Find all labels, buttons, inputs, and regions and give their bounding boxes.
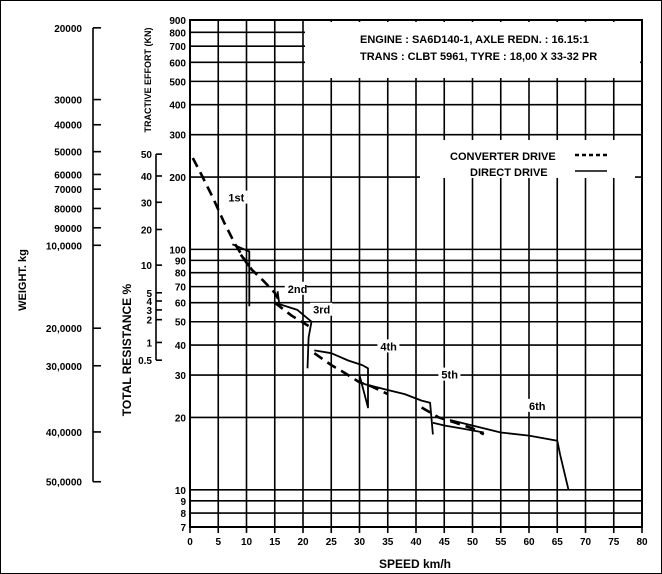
resistance-tick-label: 40	[141, 172, 153, 183]
weight-tick-label: 40000	[54, 121, 82, 132]
weight-tick-label: 20,0000	[46, 324, 83, 335]
resistance-tick-label: 0.5	[138, 356, 152, 367]
x-tick-label: 25	[326, 537, 338, 548]
gear-label-3rd: 3rd	[313, 305, 330, 317]
resistance-tick-label: 30	[141, 198, 153, 209]
tractive-tick-label: 500	[169, 77, 186, 88]
gear-label-4th: 4th	[380, 341, 397, 353]
info-box	[305, 22, 640, 78]
x-tick-label: 5	[215, 537, 221, 548]
x-tick-label: 40	[410, 537, 422, 548]
tractive-tick-label: 40	[175, 341, 187, 352]
tractive-tick-label: 600	[169, 58, 186, 69]
tractive-axis-title: TRACTIVE EFFORT (KN)	[143, 28, 153, 133]
weight-tick-label: 90000	[54, 224, 82, 235]
legend-direct-label: DIRECT DRIVE	[470, 167, 548, 179]
weight-tick-label: 10,0000	[46, 241, 83, 252]
x-tick-label: 70	[580, 537, 592, 548]
x-tick-label: 45	[439, 537, 451, 548]
tractive-tick-label: 7	[180, 523, 186, 534]
tractive-tick-label: 900	[169, 16, 186, 27]
resistance-tick-label: 2	[146, 316, 152, 327]
gear-label-6th: 6th	[529, 401, 546, 413]
gear-label-2nd: 2nd	[288, 284, 308, 296]
x-tick-label: 60	[523, 537, 535, 548]
weight-tick-label: 60000	[54, 170, 82, 181]
tractive-tick-label: 50	[175, 318, 187, 329]
tractive-tick-label: 10	[175, 486, 187, 497]
weight-tick-label: 80000	[54, 204, 82, 215]
weight-axis-title: WEIGHT. kg	[17, 249, 29, 311]
tractive-tick-label: 20	[175, 413, 187, 424]
tractive-tick-label: 70	[175, 283, 187, 294]
tractive-tick-label: 90	[175, 256, 187, 267]
weight-tick-label: 30000	[54, 96, 82, 107]
gear-label-5th: 5th	[441, 370, 458, 382]
tractive-tick-label: 400	[169, 101, 186, 112]
tractive-tick-label: 800	[169, 28, 186, 39]
resistance-tick-label: 20	[141, 225, 153, 236]
x-axis-title: SPEED km/h	[379, 557, 451, 571]
x-tick-label: 75	[608, 537, 620, 548]
info-line-trans: TRANS : CLBT 5961, TYRE : 18,00 X 33-32 …	[360, 51, 597, 63]
info-line-engine: ENGINE : SA6D140-1, AXLE REDN. : 16.15:1	[360, 34, 589, 46]
weight-tick-label: 40,0000	[46, 428, 83, 439]
tractive-tick-label: 9	[180, 497, 186, 508]
weight-tick-label: 50,0000	[46, 478, 83, 489]
x-tick-label: 15	[269, 537, 281, 548]
weight-tick-label: 50000	[54, 148, 82, 159]
gear-label-1st: 1st	[228, 193, 244, 205]
resistance-tick-label: 1	[146, 338, 152, 349]
weight-tick-label: 30,0000	[46, 362, 83, 373]
tractive-tick-label: 30	[175, 371, 187, 382]
tractive-tick-label: 80	[175, 269, 187, 280]
x-tick-label: 30	[354, 537, 366, 548]
x-tick-label: 35	[382, 537, 394, 548]
resistance-axis-title: TOTAL RESISTANCE %	[120, 283, 134, 416]
resistance-tick-label: 50	[141, 150, 153, 161]
tractive-tick-label: 100	[169, 245, 186, 256]
x-tick-label: 65	[552, 537, 564, 548]
x-tick-label: 20	[297, 537, 309, 548]
resistance-tick-label: 10	[141, 261, 153, 272]
tractive-tick-label: 200	[169, 173, 186, 184]
tractive-tick-label: 700	[169, 42, 186, 53]
x-tick-label: 80	[636, 537, 648, 548]
x-tick-label: 10	[241, 537, 253, 548]
tractive-tick-label: 60	[175, 299, 187, 310]
x-tick-label: 50	[467, 537, 479, 548]
x-tick-label: 55	[495, 537, 507, 548]
weight-tick-label: 70000	[54, 185, 82, 196]
tractive-tick-label: 300	[169, 131, 186, 142]
weight-tick-label: 20000	[54, 24, 82, 35]
legend-converter-label: CONVERTER DRIVE	[450, 151, 556, 163]
x-tick-label: 0	[187, 537, 193, 548]
tractive-tick-label: 8	[180, 509, 186, 520]
